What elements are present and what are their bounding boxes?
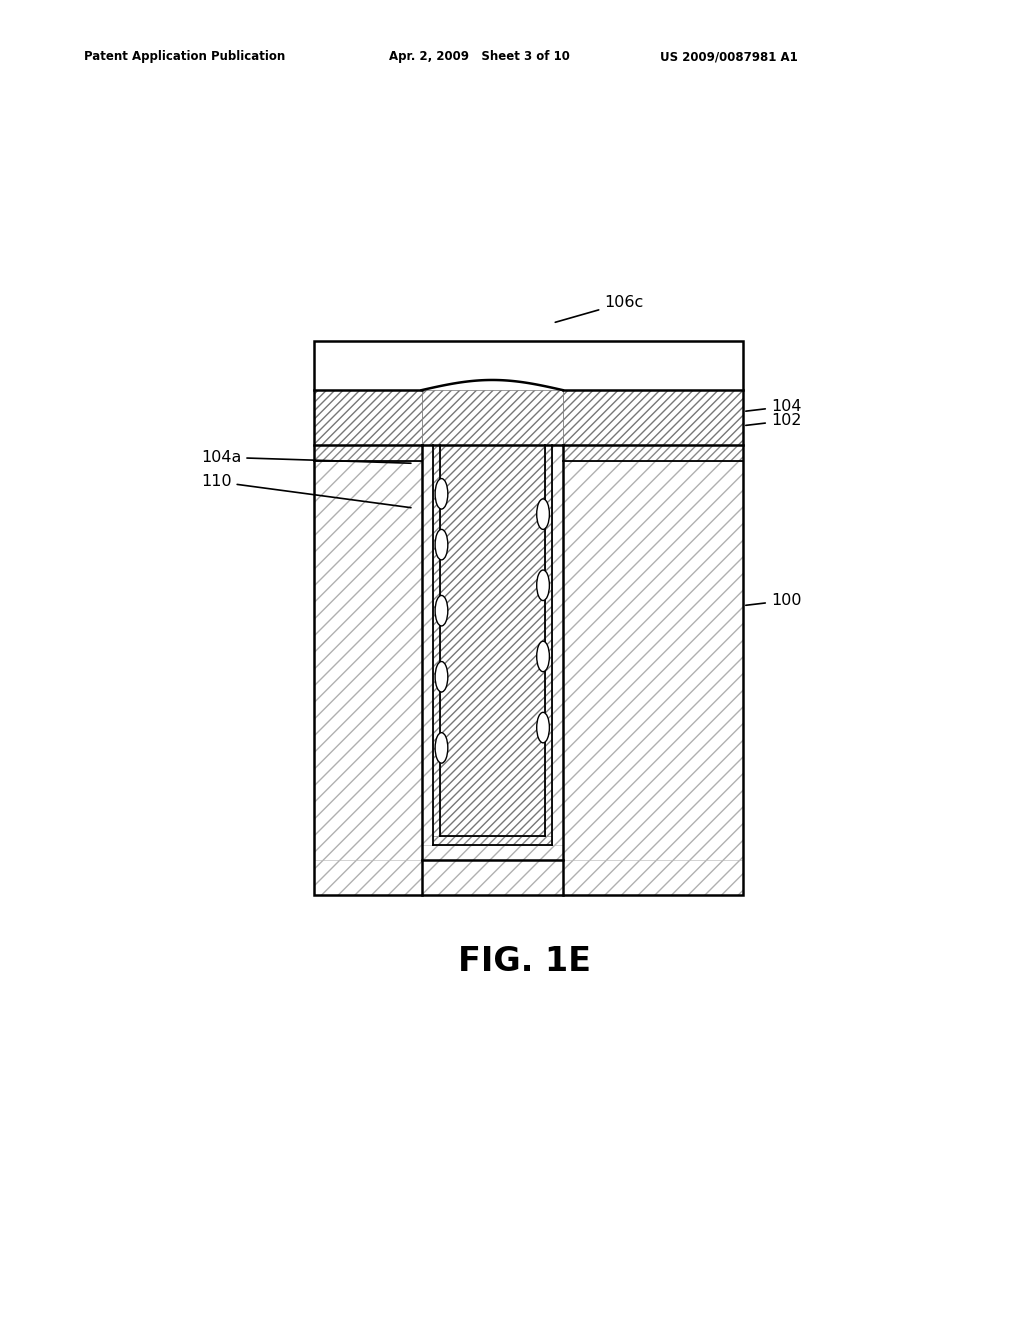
Bar bbox=[314, 445, 422, 461]
Text: 102: 102 bbox=[745, 413, 802, 428]
Bar bbox=[552, 445, 563, 859]
Bar bbox=[314, 342, 743, 895]
Bar bbox=[563, 391, 743, 445]
Bar bbox=[314, 445, 422, 895]
Bar bbox=[563, 445, 743, 895]
Bar bbox=[545, 445, 552, 846]
Ellipse shape bbox=[537, 499, 550, 529]
Bar bbox=[422, 391, 563, 445]
Bar bbox=[314, 290, 743, 391]
Ellipse shape bbox=[537, 642, 550, 672]
Bar bbox=[422, 846, 563, 859]
Text: 100: 100 bbox=[745, 593, 802, 609]
Bar bbox=[314, 859, 743, 895]
Text: Patent Application Publication: Patent Application Publication bbox=[84, 50, 286, 63]
Bar bbox=[433, 837, 552, 846]
Ellipse shape bbox=[435, 661, 447, 692]
Bar bbox=[440, 445, 545, 837]
Ellipse shape bbox=[537, 570, 550, 601]
Text: Apr. 2, 2009   Sheet 3 of 10: Apr. 2, 2009 Sheet 3 of 10 bbox=[389, 50, 570, 63]
Bar bbox=[314, 342, 743, 391]
Ellipse shape bbox=[435, 529, 447, 560]
Text: US 2009/0087981 A1: US 2009/0087981 A1 bbox=[660, 50, 799, 63]
Text: 104a: 104a bbox=[201, 450, 411, 465]
Text: 110: 110 bbox=[201, 474, 411, 508]
Ellipse shape bbox=[435, 733, 447, 763]
Bar bbox=[422, 445, 433, 859]
Bar bbox=[314, 391, 422, 445]
Text: 106c: 106c bbox=[555, 296, 643, 322]
Text: 104: 104 bbox=[745, 399, 802, 414]
Ellipse shape bbox=[537, 713, 550, 743]
Text: FIG. 1E: FIG. 1E bbox=[459, 945, 591, 978]
Bar bbox=[433, 445, 440, 846]
Ellipse shape bbox=[435, 479, 447, 510]
Ellipse shape bbox=[435, 595, 447, 626]
Bar bbox=[563, 445, 743, 461]
Bar bbox=[314, 342, 743, 895]
